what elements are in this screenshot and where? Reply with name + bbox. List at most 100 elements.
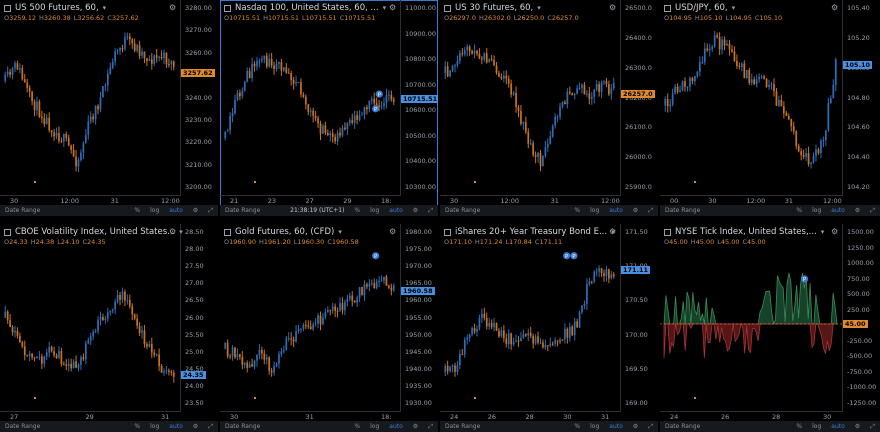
auto-scale-button[interactable]: auto <box>831 207 845 214</box>
date-range-button[interactable]: Date Range <box>445 207 481 214</box>
fullscreen-icon[interactable]: ⤢ <box>208 206 213 214</box>
time-axis[interactable]: 30 12:00 31 12:00 <box>440 195 621 206</box>
log-scale-button[interactable]: log <box>150 423 160 430</box>
date-range-button[interactable]: Date Range <box>225 423 261 430</box>
gear-icon[interactable]: ⚙ <box>192 423 199 430</box>
time-axis[interactable]: 24 26 28 30 31 <box>440 411 621 422</box>
settings-icon[interactable]: ⚙ <box>169 3 177 12</box>
price-axis[interactable]: 1980.00 1975.00 1970.00 1965.00 1960.00 1955.… <box>400 224 438 411</box>
panel-select-icon[interactable] <box>4 228 11 236</box>
gear-icon[interactable]: ⚙ <box>854 207 861 214</box>
panel-select-icon[interactable] <box>444 4 451 12</box>
date-range-button[interactable]: Date Range <box>5 207 41 214</box>
chart-panel-vix[interactable]: CBOE Volatility Index, United States... ▾… <box>0 224 218 432</box>
price-axis[interactable]: 105.40105.20105.00104.80104.60104.40104.… <box>842 0 880 195</box>
chart-header[interactable]: iShares 20+ Year Treasury Bond E... ▾ <box>444 227 615 237</box>
log-scale-button[interactable]: log <box>812 423 822 430</box>
fullscreen-icon[interactable]: ⤢ <box>870 206 875 214</box>
date-range-button[interactable]: Date Range <box>445 423 481 430</box>
chart-header[interactable]: NYSE Tick Index, United States,... ▾ <box>664 227 824 237</box>
settings-icon[interactable]: ⚙ <box>169 227 177 236</box>
panel-select-icon[interactable] <box>224 228 231 236</box>
chart-header[interactable]: Gold Futures, 60, (CFD) ▾ <box>224 227 342 237</box>
gear-icon[interactable]: ⚙ <box>412 207 419 214</box>
chevron-down-icon[interactable]: ▾ <box>537 4 541 12</box>
fullscreen-icon[interactable]: ⤢ <box>428 422 433 430</box>
log-scale-button[interactable]: log <box>370 423 380 430</box>
settings-icon[interactable]: ⚙ <box>389 227 397 236</box>
log-scale-button[interactable]: log <box>590 423 600 430</box>
chart-panel-nyse-tick[interactable]: NYSE Tick Index, United States,... ▾ ⚙ O45.… <box>660 224 880 432</box>
chart-header[interactable]: US 500 Futures, 60, ▾ <box>4 3 106 13</box>
chart-panel-usdjpy[interactable]: USD/JPY, 60, ▾ ⚙ O104.95 H105.10 L104.95 C105.… <box>660 0 880 216</box>
panel-select-icon[interactable] <box>664 4 671 12</box>
fullscreen-icon[interactable]: ⤢ <box>870 422 875 430</box>
settings-icon[interactable]: ⚙ <box>609 3 617 12</box>
time-axis[interactable]: 00 30 12:00 31 12:00 <box>660 195 843 206</box>
settings-icon[interactable]: ⚙ <box>831 3 839 12</box>
auto-scale-button[interactable]: auto <box>831 423 845 430</box>
chevron-down-icon[interactable]: ▾ <box>382 4 387 12</box>
price-axis[interactable]: 11000.00 10900.00 10800.00 10700.00 10600.00… <box>400 0 438 195</box>
price-axis[interactable]: 3280.003270.003260.003250.003240.003230.… <box>180 0 218 195</box>
price-plot[interactable] <box>0 224 181 411</box>
flag-badge-icon[interactable]: P <box>372 105 380 113</box>
price-plot[interactable] <box>0 0 181 195</box>
flag-badge-icon[interactable]: P <box>372 252 380 260</box>
log-scale-button[interactable]: log <box>590 207 600 214</box>
settings-icon[interactable]: ⚙ <box>831 227 839 236</box>
date-range-button[interactable]: Date Range <box>665 423 701 430</box>
percent-scale-button[interactable]: % <box>354 207 361 214</box>
settings-icon[interactable]: ⚙ <box>389 3 397 12</box>
time-axis[interactable]: 30 12:00 31 12:00 <box>0 195 181 206</box>
percent-scale-button[interactable]: % <box>134 207 141 214</box>
log-scale-button[interactable]: log <box>150 207 160 214</box>
price-plot[interactable] <box>440 0 621 195</box>
chart-header[interactable]: CBOE Volatility Index, United States... ▾ <box>4 227 183 237</box>
percent-scale-button[interactable]: % <box>796 423 803 430</box>
panel-select-icon[interactable] <box>224 4 231 12</box>
fullscreen-icon[interactable]: ⤢ <box>208 422 213 430</box>
gear-icon[interactable]: ⚙ <box>192 207 199 214</box>
fullscreen-icon[interactable]: ⤢ <box>648 206 653 214</box>
log-scale-button[interactable]: log <box>370 207 380 214</box>
chevron-down-icon[interactable]: ▾ <box>820 228 825 236</box>
date-range-button[interactable]: Date Range <box>5 423 41 430</box>
price-plot[interactable]: P <box>660 224 843 411</box>
gear-icon[interactable]: ⚙ <box>854 423 861 430</box>
settings-icon[interactable]: ⚙ <box>609 227 617 236</box>
chart-header[interactable]: Nasdaq 100, United States, 60, ... ▾ <box>224 3 386 13</box>
chevron-down-icon[interactable]: ▾ <box>731 4 736 12</box>
date-range-button[interactable]: Date Range <box>225 207 261 214</box>
chart-header[interactable]: USD/JPY, 60, ▾ <box>664 3 735 13</box>
price-plot[interactable]: P <box>220 224 401 411</box>
auto-scale-button[interactable]: auto <box>389 207 403 214</box>
chevron-down-icon[interactable]: ▾ <box>338 228 342 236</box>
chevron-down-icon[interactable]: ▾ <box>179 228 183 236</box>
flag-badge-icon[interactable]: P <box>375 90 383 98</box>
chart-panel-us500[interactable]: US 500 Futures, 60, ▾ ⚙ O3259.12 H3260.38 L32… <box>0 0 218 216</box>
chart-panel-tlt[interactable]: iShares 20+ Year Treasury Bond E... ▾ ⚙ O17… <box>440 224 658 432</box>
auto-scale-button[interactable]: auto <box>169 207 183 214</box>
date-range-button[interactable]: Date Range <box>665 207 701 214</box>
chart-panel-us30[interactable]: US 30 Futures, 60, ▾ ⚙ O26297.0 H26302.0 L262… <box>440 0 658 216</box>
price-axis[interactable]: 28.50 28.00 27.50 27.00 26.50 26.00 25.50 25.00… <box>180 224 218 411</box>
time-axis[interactable]: 21 23 27 29 18: <box>220 195 401 206</box>
percent-scale-button[interactable]: % <box>574 423 581 430</box>
gear-icon[interactable]: ⚙ <box>632 423 639 430</box>
percent-scale-button[interactable]: % <box>354 423 361 430</box>
chevron-down-icon[interactable]: ▾ <box>611 228 615 236</box>
auto-scale-button[interactable]: auto <box>169 423 183 430</box>
percent-scale-button[interactable]: % <box>796 207 803 214</box>
chevron-down-icon[interactable]: ▾ <box>102 4 107 12</box>
flag-badge-icon[interactable]: P <box>800 275 809 283</box>
fullscreen-icon[interactable]: ⤢ <box>648 422 653 430</box>
panel-select-icon[interactable] <box>444 228 451 236</box>
log-scale-button[interactable]: log <box>812 207 822 214</box>
chart-header[interactable]: US 30 Futures, 60, ▾ <box>444 3 541 13</box>
chart-panel-gold[interactable]: Gold Futures, 60, (CFD) ▾ ⚙ O1960.90 H1961.2… <box>220 224 438 432</box>
fullscreen-icon[interactable]: ⤢ <box>428 206 433 214</box>
percent-scale-button[interactable]: % <box>134 423 141 430</box>
auto-scale-button[interactable]: auto <box>389 423 403 430</box>
